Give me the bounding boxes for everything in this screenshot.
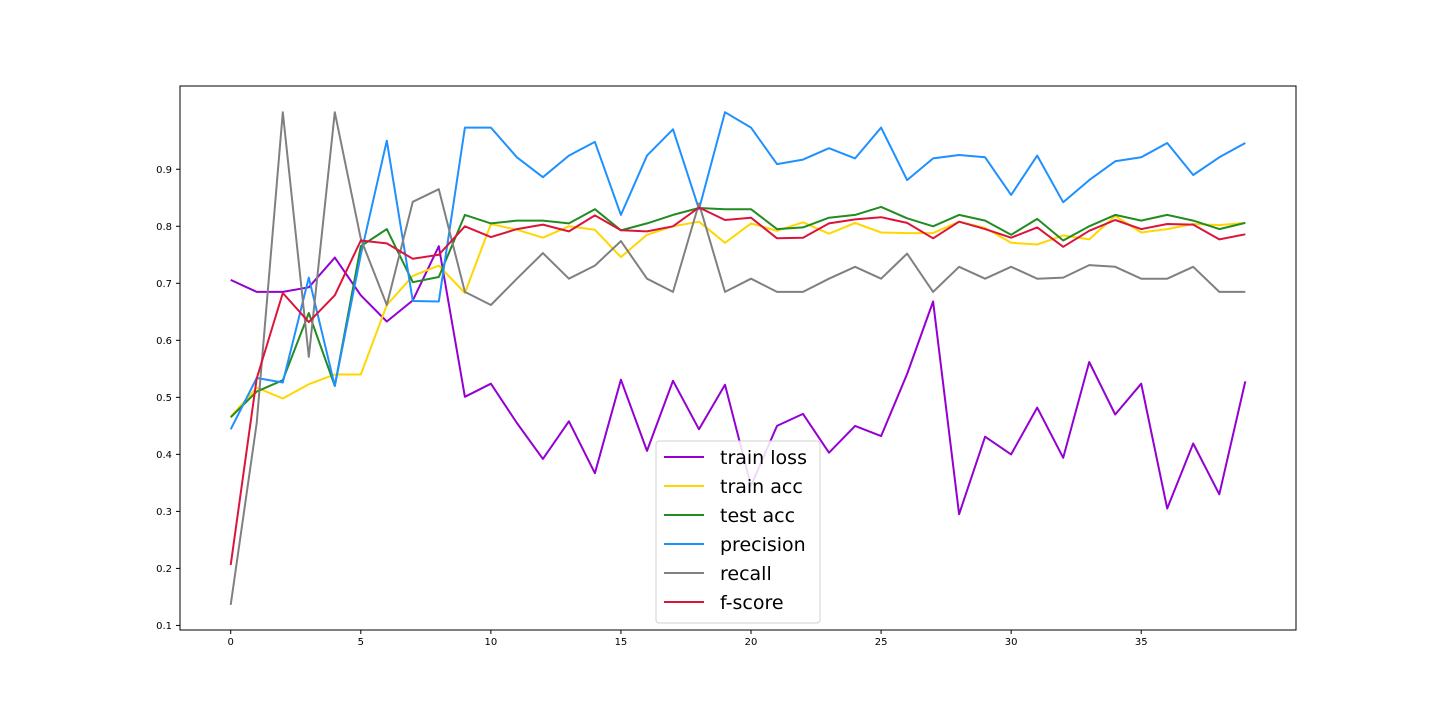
- legend-label-f-score: f-score: [720, 592, 784, 614]
- x-tick-label: 5: [358, 637, 364, 648]
- y-axis: 0.1 0.2 0.3 0.4 0.5 0.6 0.7 0.8 0.9: [156, 165, 180, 632]
- series-line-train-loss: [230, 245, 1247, 516]
- series-layer: [229, 111, 1247, 606]
- y-tick-label: 0.1: [156, 621, 172, 632]
- y-tick-label: 0.9: [156, 165, 172, 176]
- x-tick-label: 35: [1135, 637, 1148, 648]
- series-line-recall: [229, 111, 1246, 606]
- y-tick-label: 0.7: [156, 279, 172, 290]
- series-line-train-acc: [229, 215, 1246, 418]
- x-axis: 0 5 10 15 20 25 30 35: [228, 630, 1148, 648]
- y-tick-label: 0.4: [156, 450, 172, 461]
- series-line-f-score: [229, 206, 1246, 566]
- legend-label-train-loss: train loss: [720, 447, 807, 469]
- y-tick-label: 0.2: [156, 564, 172, 575]
- legend: train loss train acc test acc precision reca…: [655, 440, 821, 624]
- x-tick-label: 20: [745, 637, 758, 648]
- legend-label-precision: precision: [720, 534, 806, 556]
- y-tick-label: 0.8: [156, 222, 172, 233]
- x-tick-label: 0: [228, 637, 234, 648]
- legend-label-test-acc: test acc: [720, 505, 795, 527]
- x-tick-label: 25: [875, 637, 888, 648]
- y-tick-label: 0.5: [156, 393, 172, 404]
- series-line-test-acc: [229, 205, 1246, 419]
- x-tick-label: 10: [484, 637, 497, 648]
- series-line-precision: [229, 111, 1246, 430]
- y-tick-label: 0.3: [156, 507, 172, 518]
- legend-label-train-acc: train acc: [720, 476, 803, 498]
- x-tick-label: 15: [615, 637, 628, 648]
- y-tick-label: 0.6: [156, 336, 172, 347]
- axes-frame: [179, 85, 1297, 631]
- legend-label-recall: recall: [720, 563, 772, 585]
- plot-frame: [179, 85, 1297, 631]
- x-tick-label: 30: [1005, 637, 1018, 648]
